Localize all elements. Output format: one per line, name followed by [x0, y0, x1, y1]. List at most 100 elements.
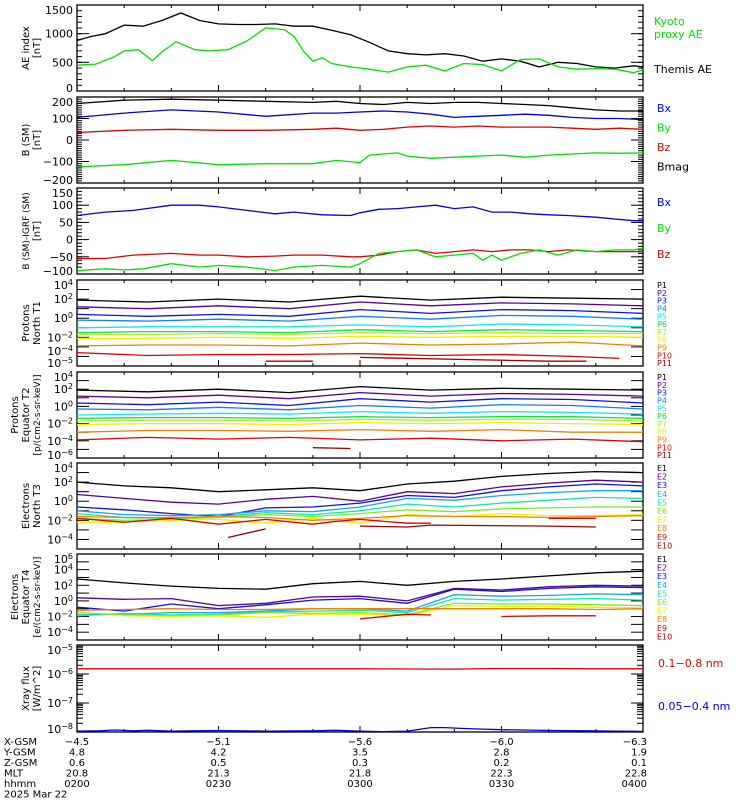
series-line-e7	[77, 512, 644, 524]
y-axis-label: AE index	[21, 26, 32, 70]
y-axis-label: [nT]	[32, 38, 43, 58]
y-tick-label: 10−5	[47, 356, 73, 370]
legend-entry: proxy AE	[654, 28, 703, 41]
ephemeris-value: 0330	[489, 779, 514, 790]
ephemeris-value: −4.5	[65, 737, 89, 748]
legend-entry: E4	[657, 490, 667, 499]
y-tick-label: −200	[43, 174, 73, 187]
series-line-p10	[76, 436, 644, 443]
series-line-bz	[77, 249, 643, 260]
legend-entry: P8	[657, 336, 667, 345]
series-line-e9	[76, 517, 596, 525]
y-axis-label: North T3	[32, 484, 43, 528]
y-tick-label: 106	[54, 552, 73, 566]
ephemeris-row-label: MLT	[4, 769, 24, 780]
y-axis-label: Xray flux	[21, 666, 32, 711]
legend-entry: P7	[657, 328, 667, 337]
legend-entry: Bz	[657, 141, 671, 154]
legend-entry: E8	[657, 524, 667, 533]
y-tick-label: 100	[54, 594, 73, 608]
y-axis-label: B (SM)	[21, 123, 32, 156]
legend-entry: P8	[657, 428, 667, 437]
legend-entry: P10	[657, 351, 672, 360]
series-line-bx	[76, 204, 643, 222]
panel-frame	[76, 644, 644, 733]
y-tick-label: −100	[43, 265, 73, 278]
legend-entry: P5	[657, 312, 667, 321]
legend-entry: 0.1−0.8 nm	[658, 657, 723, 670]
legend-entry: E7	[657, 516, 667, 525]
series-line-bz	[76, 125, 644, 134]
series-line-e9	[359, 613, 596, 620]
legend-entry: By	[657, 121, 672, 134]
series-line-p2	[76, 391, 644, 400]
y-tick-label: 1500	[45, 4, 73, 17]
legend-entry: P5	[657, 404, 667, 413]
ephemeris-table: X-GSM −4.5 −5.1 −5.6 −6.0 −6.3 Y-GSM 4.8 4.2 3.5 2…	[3, 737, 647, 800]
ephemeris-value: 20.8	[66, 769, 88, 780]
legend-entry: E10	[657, 541, 672, 550]
series-line-e5	[76, 597, 644, 617]
legend-entry: E5	[657, 498, 667, 507]
ephemeris-value: −6.0	[489, 737, 513, 748]
y-axis-label: Electrons	[10, 574, 21, 620]
series-line-p1	[76, 295, 644, 303]
series-line-p3	[76, 398, 644, 407]
legend-entry: P10	[657, 443, 672, 452]
panel-frame	[76, 553, 644, 641]
series-line-kyoto-proxy-ae	[76, 27, 644, 74]
ephemeris-value: 22.3	[490, 769, 512, 780]
y-tick-label: 104	[54, 461, 73, 475]
series-line-e3	[76, 483, 644, 518]
ephemeris-row-label: hhmm	[4, 779, 36, 790]
y-axis-label: Protons	[10, 396, 21, 433]
legend-entry: E7	[657, 607, 667, 616]
ephemeris-value: 4.2	[211, 748, 227, 759]
legend-entry: E3	[657, 572, 667, 581]
legend-entry: P6	[657, 412, 667, 421]
ephemeris-value: 0.6	[69, 758, 85, 769]
series-line-p7	[76, 418, 644, 422]
ephemeris-value: 0300	[347, 779, 372, 790]
legend-entry: By	[657, 222, 672, 235]
y-axis-label: [p/(cm2-s-sr-keV)]	[33, 374, 43, 455]
series-line-p11	[312, 447, 351, 450]
y-tick-label: 1000	[45, 28, 73, 41]
legend-entry: P3	[657, 297, 667, 306]
series-line-p9	[76, 341, 644, 347]
series-line-bx	[76, 109, 644, 121]
y-tick-label: 10−4	[47, 434, 73, 448]
legend-entry: Kyoto	[654, 15, 685, 28]
y-axis-label: [e/(cm2-s-sr-keV)]	[33, 557, 43, 638]
ephemeris-value: 0400	[622, 779, 647, 790]
y-tick-label: 10−6	[47, 667, 73, 681]
series-line-p4	[76, 314, 644, 322]
series-line-bmag	[76, 98, 643, 112]
ephemeris-value: 0.5	[211, 758, 227, 769]
series-line-e6	[76, 506, 643, 521]
series-line-e2	[76, 479, 644, 505]
legend-entry: E8	[657, 615, 667, 624]
series-line-e8	[76, 514, 644, 521]
y-tick-label: 104	[54, 563, 73, 577]
ephemeris-value: −5.1	[206, 737, 230, 748]
legend-entry: E6	[657, 507, 667, 516]
legend-entry: P11	[657, 451, 672, 460]
series-line-p6	[76, 329, 644, 334]
y-tick-label: 102	[54, 292, 73, 306]
series-line-e10	[227, 524, 596, 539]
ephemeris-value: 0.1	[631, 758, 647, 769]
y-tick-label: 104	[54, 370, 73, 384]
legend-entry: Bx	[657, 196, 672, 209]
ephemeris-value: 3.5	[352, 748, 368, 759]
legend-entry: E2	[657, 473, 667, 482]
y-tick-label: 10−7	[47, 696, 73, 710]
legend-entry: E5	[657, 589, 667, 598]
ephemeris-value: 0.3	[352, 758, 368, 769]
legend-entry: P3	[657, 389, 667, 398]
panel-frame	[76, 4, 644, 92]
